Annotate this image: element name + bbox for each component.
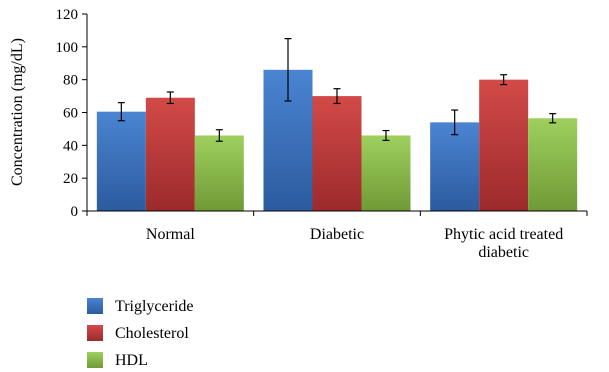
legend-label-hdl: HDL bbox=[115, 352, 148, 369]
y-tick-label: 40 bbox=[63, 138, 78, 154]
bar-cholesterol-0 bbox=[145, 97, 195, 211]
y-tick-label: 80 bbox=[63, 73, 78, 89]
legend-swatch-hdl bbox=[87, 352, 103, 368]
bar-triglyceride-0 bbox=[96, 111, 146, 211]
legend-swatch-cholesterol bbox=[87, 325, 103, 341]
y-axis-title: Concentration (mg/dL) bbox=[9, 38, 26, 186]
bar-hdl-1 bbox=[361, 135, 411, 211]
legend-swatch-triglyceride bbox=[87, 298, 103, 314]
y-axis-ticks: 0 20 40 60 80 100 120 bbox=[56, 7, 87, 220]
category-label: Normal bbox=[146, 226, 195, 243]
y-tick-label: 100 bbox=[56, 40, 79, 56]
y-tick-label: 0 bbox=[71, 204, 79, 220]
legend-label-triglyceride: Triglyceride bbox=[115, 298, 194, 315]
y-tick-label: 20 bbox=[63, 171, 78, 187]
y-tick-label: 120 bbox=[56, 7, 79, 23]
category-label: Diabetic bbox=[310, 226, 364, 243]
bar-hdl-2 bbox=[528, 118, 578, 211]
bar-triglyceride-2 bbox=[430, 122, 480, 211]
bar-cholesterol-2 bbox=[479, 79, 529, 212]
legend: Triglyceride Cholesterol HDL bbox=[87, 298, 194, 369]
bar-hdl-0 bbox=[194, 135, 244, 211]
category-label: Phytic acid treated diabetic bbox=[444, 226, 563, 261]
legend-label-cholesterol: Cholesterol bbox=[115, 325, 189, 342]
axes-layer bbox=[86, 14, 588, 216]
bars-layer bbox=[96, 69, 578, 212]
x-axis-categories: Normal Diabetic Phytic acid treated diabeti… bbox=[146, 226, 563, 261]
error-bars-layer bbox=[117, 38, 557, 142]
bar-cholesterol-1 bbox=[312, 96, 362, 211]
y-tick-label: 60 bbox=[63, 106, 78, 122]
